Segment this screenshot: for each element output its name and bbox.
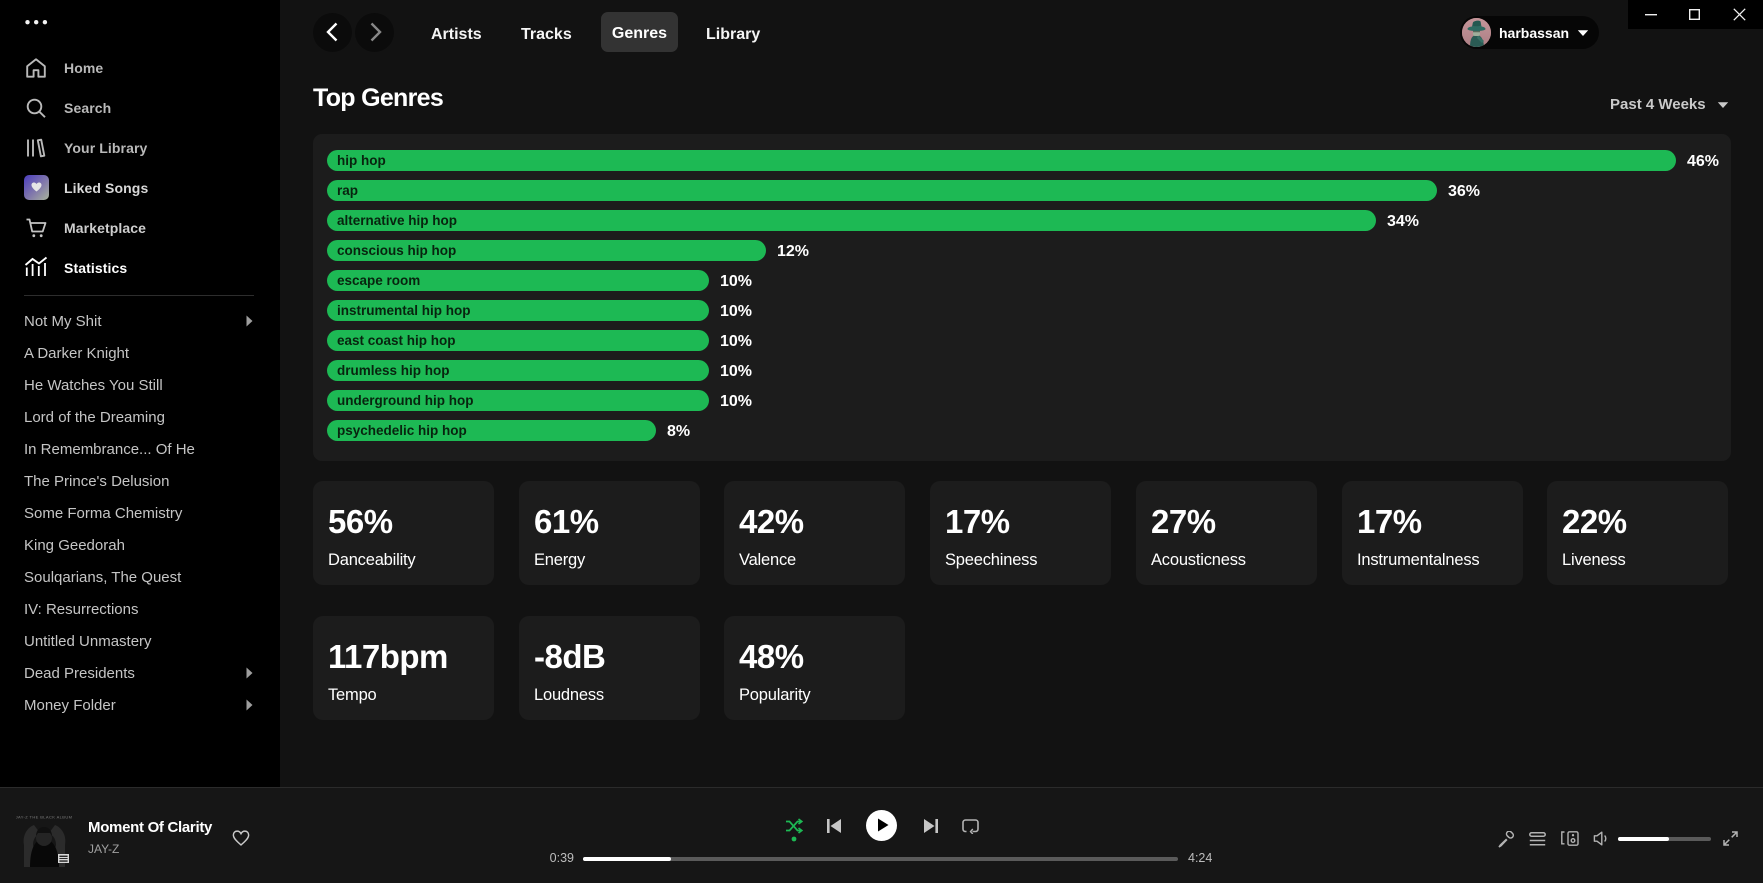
svg-text:JAY-Z THE BLACK ALBUM: JAY-Z THE BLACK ALBUM bbox=[16, 815, 72, 820]
